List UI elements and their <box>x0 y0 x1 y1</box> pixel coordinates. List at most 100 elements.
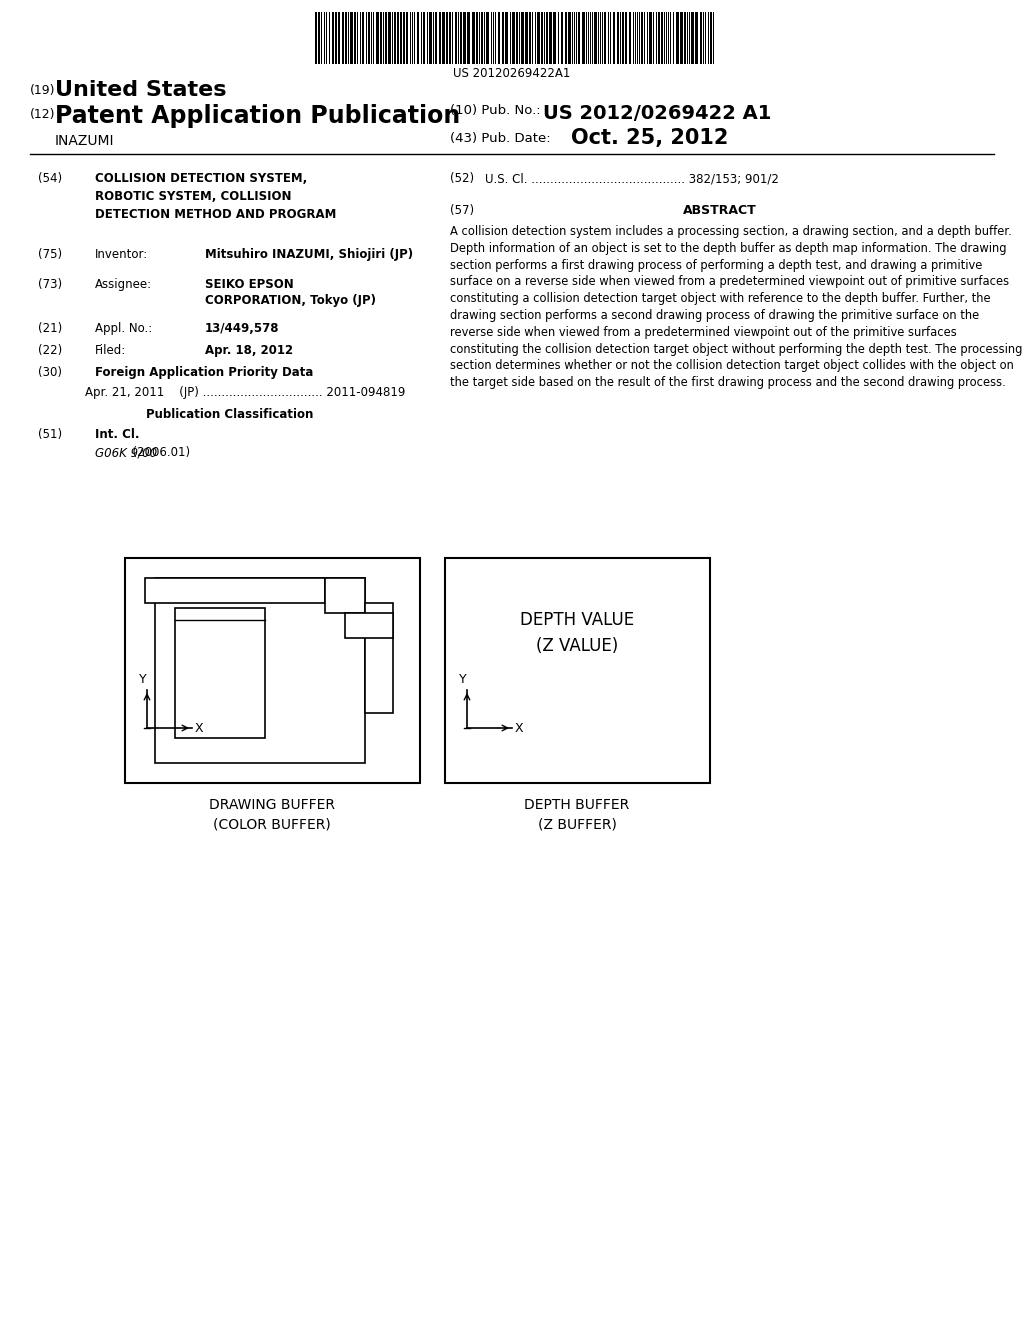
Text: (51): (51) <box>38 428 62 441</box>
Bar <box>649 12 652 63</box>
Text: Mitsuhiro INAZUMI, Shiojiri (JP): Mitsuhiro INAZUMI, Shiojiri (JP) <box>205 248 413 261</box>
Text: Apr. 18, 2012: Apr. 18, 2012 <box>205 345 293 356</box>
Bar <box>155 578 365 763</box>
Text: A collision detection system includes a processing section, a drawing section, a: A collision detection system includes a … <box>450 224 1022 389</box>
Text: United States: United States <box>55 81 226 100</box>
Text: INAZUMI: INAZUMI <box>55 135 115 148</box>
Text: G06K 9/00: G06K 9/00 <box>95 446 157 459</box>
Text: CORPORATION, Tokyo (JP): CORPORATION, Tokyo (JP) <box>205 294 376 308</box>
Text: 13/449,578: 13/449,578 <box>205 322 280 335</box>
Bar <box>388 12 391 63</box>
Bar <box>578 12 580 63</box>
Bar <box>568 12 571 63</box>
Bar <box>445 558 710 783</box>
Text: COLLISION DETECTION SYSTEM,
ROBOTIC SYSTEM, COLLISION
DETECTION METHOD AND PROGR: COLLISION DETECTION SYSTEM, ROBOTIC SYST… <box>95 172 336 220</box>
Bar <box>342 12 344 63</box>
Text: Publication Classification: Publication Classification <box>146 408 313 421</box>
Text: (43) Pub. Date:: (43) Pub. Date: <box>450 132 551 145</box>
Text: Filed:: Filed: <box>95 345 126 356</box>
Bar <box>476 12 478 63</box>
Bar <box>429 12 432 63</box>
Text: Y: Y <box>459 673 467 686</box>
Text: (21): (21) <box>38 322 62 335</box>
Bar <box>505 12 508 63</box>
Bar <box>318 12 319 63</box>
Bar <box>561 12 563 63</box>
Bar <box>449 12 451 63</box>
Bar <box>435 12 437 63</box>
Bar <box>423 12 425 63</box>
Text: X: X <box>195 722 204 734</box>
Text: (2006.01): (2006.01) <box>95 446 190 459</box>
Bar <box>617 12 618 63</box>
Bar <box>676 12 679 63</box>
Bar <box>325 578 365 612</box>
Text: (19): (19) <box>30 84 55 96</box>
Bar <box>175 609 265 738</box>
Text: DEPTH VALUE
(Z VALUE): DEPTH VALUE (Z VALUE) <box>520 611 634 655</box>
Bar <box>125 558 420 783</box>
Text: Appl. No.:: Appl. No.: <box>95 322 153 335</box>
Bar <box>486 12 489 63</box>
Bar <box>691 12 694 63</box>
Bar <box>549 12 552 63</box>
Text: (73): (73) <box>38 279 62 290</box>
Bar <box>345 612 393 638</box>
Bar <box>680 12 683 63</box>
Bar <box>613 12 615 63</box>
Bar <box>368 12 370 63</box>
Text: Apr. 21, 2011    (JP) ................................ 2011-094819: Apr. 21, 2011 (JP) .....................… <box>85 385 406 399</box>
Text: Patent Application Publication: Patent Application Publication <box>55 104 460 128</box>
Text: DRAWING BUFFER
(COLOR BUFFER): DRAWING BUFFER (COLOR BUFFER) <box>209 799 335 832</box>
Text: (54): (54) <box>38 172 62 185</box>
Bar <box>546 12 548 63</box>
Bar <box>439 12 441 63</box>
Bar <box>472 12 475 63</box>
Bar <box>335 12 337 63</box>
Bar <box>502 12 504 63</box>
Text: Int. Cl.: Int. Cl. <box>95 428 139 441</box>
Bar <box>463 12 466 63</box>
Text: (52): (52) <box>450 172 474 185</box>
Bar <box>498 12 500 63</box>
Bar <box>521 12 524 63</box>
Text: DEPTH BUFFER
(Z BUFFER): DEPTH BUFFER (Z BUFFER) <box>524 799 630 832</box>
Text: (57): (57) <box>450 205 474 216</box>
Text: (75): (75) <box>38 248 62 261</box>
Bar <box>622 12 624 63</box>
Text: (12): (12) <box>30 108 55 121</box>
Text: SEIKO EPSON: SEIKO EPSON <box>205 279 294 290</box>
Bar <box>641 12 643 63</box>
Bar <box>365 603 393 713</box>
Bar <box>145 578 325 603</box>
Bar <box>350 12 353 63</box>
Bar <box>525 12 528 63</box>
Bar <box>662 12 663 63</box>
Text: Oct. 25, 2012: Oct. 25, 2012 <box>571 128 728 148</box>
Bar <box>380 12 382 63</box>
Bar <box>376 12 379 63</box>
Bar <box>417 12 419 63</box>
Bar <box>700 12 702 63</box>
Bar <box>394 12 396 63</box>
Bar <box>345 12 347 63</box>
Bar <box>332 12 334 63</box>
Bar <box>512 12 515 63</box>
Bar <box>553 12 556 63</box>
Bar <box>541 12 543 63</box>
Bar <box>442 12 445 63</box>
Bar <box>338 12 340 63</box>
Text: Y: Y <box>139 673 146 686</box>
Text: (10) Pub. No.:: (10) Pub. No.: <box>450 104 541 117</box>
Bar <box>400 12 402 63</box>
Bar <box>695 12 698 63</box>
Bar <box>529 12 531 63</box>
Bar <box>565 12 567 63</box>
Text: Foreign Application Priority Data: Foreign Application Priority Data <box>95 366 313 379</box>
Bar <box>446 12 449 63</box>
Bar <box>403 12 406 63</box>
Bar <box>397 12 399 63</box>
Bar <box>385 12 387 63</box>
Bar <box>604 12 606 63</box>
Bar <box>467 12 470 63</box>
